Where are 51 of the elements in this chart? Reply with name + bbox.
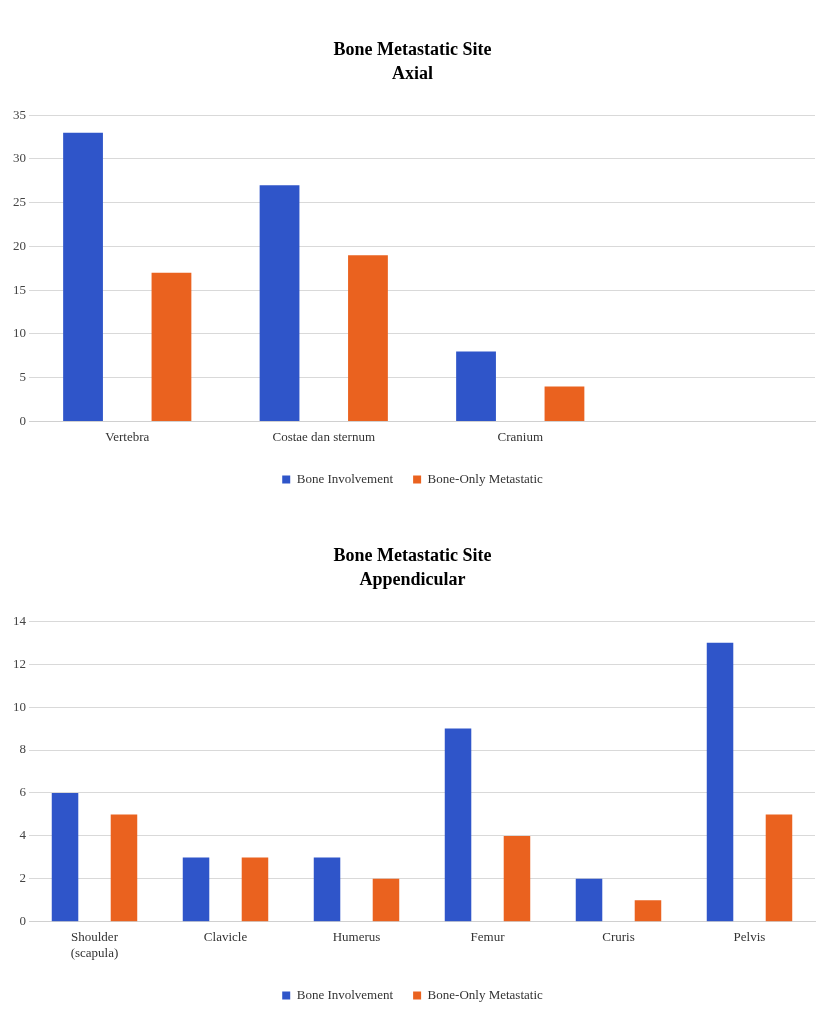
legend-label: Bone Involvement xyxy=(296,470,394,486)
bar xyxy=(575,878,603,922)
y-tick-label: 12 xyxy=(13,655,26,671)
y-tick-label: 30 xyxy=(13,150,26,166)
y-tick-label: 5 xyxy=(19,369,26,385)
y-tick-label: 25 xyxy=(13,194,26,210)
x-tick-label: Humerus xyxy=(332,929,381,945)
x-tick-label: Cruris xyxy=(602,929,635,945)
y-tick-label: 0 xyxy=(19,913,26,929)
y-tick-label: 35 xyxy=(13,106,26,122)
bar xyxy=(63,132,103,421)
x-tick-label: Shoulder (scapula) xyxy=(70,929,119,960)
chart-subtitle: Appendicular xyxy=(359,569,466,590)
bar xyxy=(313,857,341,922)
bar xyxy=(51,792,79,922)
x-tick-label: Costae dan sternum xyxy=(272,428,376,444)
chart-title: Bone Metastatic Site xyxy=(333,39,492,60)
chart-title: Bone Metastatic Site xyxy=(333,545,492,566)
legend-label: Bone-Only Metastatic xyxy=(427,986,544,1002)
x-tick-label: Clavicle xyxy=(203,929,248,945)
y-tick-label: 14 xyxy=(13,612,27,628)
y-tick-label: 0 xyxy=(19,412,26,428)
x-tick-label: Vertebra xyxy=(105,428,150,444)
x-tick-label: Cranium xyxy=(497,428,543,444)
y-tick-label: 8 xyxy=(19,741,26,757)
bar xyxy=(348,255,388,421)
y-tick-label: 6 xyxy=(19,784,27,800)
y-tick-label: 10 xyxy=(13,698,26,714)
bar xyxy=(503,835,531,922)
bar xyxy=(259,185,300,421)
bar xyxy=(706,642,734,922)
y-tick-label: 20 xyxy=(13,237,26,253)
bar xyxy=(110,814,138,922)
bar xyxy=(372,878,400,922)
bar xyxy=(544,386,585,421)
bar xyxy=(241,857,269,922)
bar xyxy=(182,857,210,922)
bar xyxy=(444,728,472,922)
legend-label: Bone-Only Metastatic xyxy=(427,470,544,486)
chart-subtitle: Axial xyxy=(391,63,434,84)
bar xyxy=(151,272,192,421)
x-tick-label: Pelvis xyxy=(733,929,766,945)
y-tick-label: 10 xyxy=(13,325,26,341)
legend-label: Bone Involvement xyxy=(296,986,394,1002)
y-tick-label: 2 xyxy=(19,870,26,886)
x-tick-label: Femur xyxy=(470,929,506,945)
bar xyxy=(456,351,496,421)
bar xyxy=(765,814,793,922)
y-tick-label: 4 xyxy=(19,827,27,843)
bar xyxy=(634,900,662,922)
y-tick-label: 15 xyxy=(13,281,26,297)
